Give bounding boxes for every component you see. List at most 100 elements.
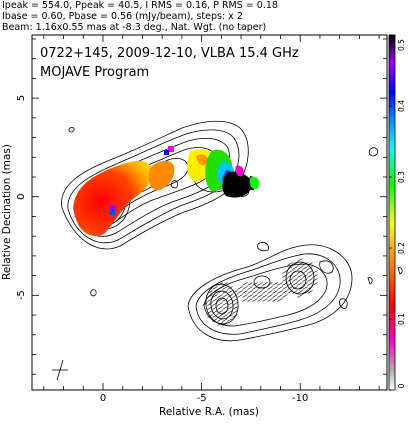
axis-ticks <box>32 35 387 390</box>
evpa-stick <box>287 290 293 294</box>
evpa-stick <box>237 290 243 294</box>
evpa-stick <box>277 290 283 294</box>
evpa-stick <box>282 294 288 298</box>
evpa-stick <box>252 294 258 298</box>
evpa-stick <box>227 286 233 290</box>
evpa-stick <box>257 298 263 302</box>
evpa-stick <box>247 282 253 286</box>
evpa-stick <box>262 282 268 286</box>
evpa-hatching <box>202 258 318 326</box>
evpa-stick <box>312 270 318 274</box>
evpa-stick <box>302 262 308 266</box>
evpa-stick <box>302 278 308 282</box>
evpa-stick <box>302 274 308 278</box>
evpa-stick <box>277 294 283 298</box>
map-title: 0722+145, 2009-12-10, VLBA 15.4 GHz <box>40 46 299 61</box>
evpa-stick <box>222 282 228 286</box>
colorbar <box>388 34 396 391</box>
evpa-stick <box>227 302 233 306</box>
evpa-stick <box>307 282 313 286</box>
evpa-stick <box>217 290 223 294</box>
evpa-stick <box>232 314 238 318</box>
evpa-stick <box>212 294 218 298</box>
evpa-stick <box>212 310 218 314</box>
colorbar-ticks: 0 0.1 0.2 0.3 0.4 0.5 <box>389 34 406 391</box>
evpa-stick <box>297 282 303 286</box>
evpa-stick <box>207 290 213 294</box>
evpa-stick <box>272 290 278 294</box>
evpa-stick <box>252 282 258 286</box>
evpa-stick <box>307 286 313 290</box>
map-header: Ipeak = 554.0, Ppeak = 40.5, I RMS = 0.1… <box>2 0 407 33</box>
evpa-stick <box>257 290 263 294</box>
y-axis-label: Relative Decination (mas) <box>1 144 13 280</box>
evpa-stick <box>292 262 298 266</box>
evpa-stick <box>217 298 223 302</box>
evpa-stick <box>262 298 268 302</box>
beam-cross <box>52 359 68 381</box>
header-peak-rms-line: Ipeak = 554.0, Ppeak = 40.5, I RMS = 0.1… <box>2 0 278 11</box>
evpa-stick <box>212 286 218 290</box>
evpa-stick <box>217 294 223 298</box>
x-axis-label: Relative R.A. (mas) <box>159 406 259 418</box>
x-tick-label-1: -5 <box>197 393 207 404</box>
evpa-stick <box>247 294 253 298</box>
evpa-stick <box>297 290 303 294</box>
evpa-stick <box>247 290 253 294</box>
evpa-stick <box>207 310 213 314</box>
evpa-stick <box>247 286 253 290</box>
evpa-stick <box>227 290 233 294</box>
evpa-stick <box>297 294 303 298</box>
evpa-stick <box>207 298 213 302</box>
evpa-stick <box>287 262 293 266</box>
evpa-stick <box>237 294 243 298</box>
evpa-stick <box>207 302 213 306</box>
colorbar-tick-label: 0.3 <box>397 171 406 183</box>
evpa-stick <box>277 282 283 286</box>
evpa-stick <box>217 282 223 286</box>
evpa-stick <box>267 286 273 290</box>
evpa-stick <box>222 290 228 294</box>
evpa-stick <box>292 274 298 278</box>
colorbar-tick-label: 0.1 <box>397 313 406 325</box>
evpa-stick <box>217 314 223 318</box>
evpa-stick <box>232 306 238 310</box>
evpa-stick <box>287 286 293 290</box>
evpa-stick <box>222 322 228 326</box>
evpa-stick <box>297 266 303 270</box>
evpa-stick <box>297 278 303 282</box>
colorbar-tick-label: 0 <box>397 383 406 388</box>
evpa-stick <box>292 290 298 294</box>
colorbar-tick-label: 0.4 <box>397 100 406 112</box>
evpa-stick <box>232 294 238 298</box>
evpa-stick <box>262 294 268 298</box>
evpa-stick <box>222 302 228 306</box>
evpa-stick <box>302 290 308 294</box>
evpa-stick <box>217 318 223 322</box>
colorbar-tick-label: 0.2 <box>397 242 406 254</box>
evpa-stick <box>277 286 283 290</box>
evpa-stick <box>232 298 238 302</box>
evpa-stick <box>237 286 243 290</box>
evpa-stick <box>272 282 278 286</box>
evpa-stick <box>227 306 233 310</box>
evpa-stick <box>262 286 268 290</box>
evpa-stick <box>282 282 288 286</box>
evpa-stick <box>287 270 293 274</box>
evpa-stick <box>232 290 238 294</box>
evpa-stick <box>282 278 288 282</box>
evpa-stick <box>307 278 313 282</box>
evpa-stick <box>282 290 288 294</box>
evpa-stick <box>267 282 273 286</box>
evpa-stick <box>277 298 283 302</box>
evpa-stick <box>242 298 248 302</box>
evpa-stick <box>267 294 273 298</box>
evpa-stick <box>232 310 238 314</box>
header-base-steps-line: Ibase = 0.60, Pbase = 0.56 (mJy/beam), s… <box>2 11 243 22</box>
header-beam-line: Beam: 1.16x0.55 mas at -8.3 deg., Nat. W… <box>2 22 267 33</box>
evpa-stick <box>227 298 233 302</box>
noise-contours <box>68 127 378 297</box>
evpa-stick <box>312 274 318 278</box>
evpa-stick <box>212 318 218 322</box>
